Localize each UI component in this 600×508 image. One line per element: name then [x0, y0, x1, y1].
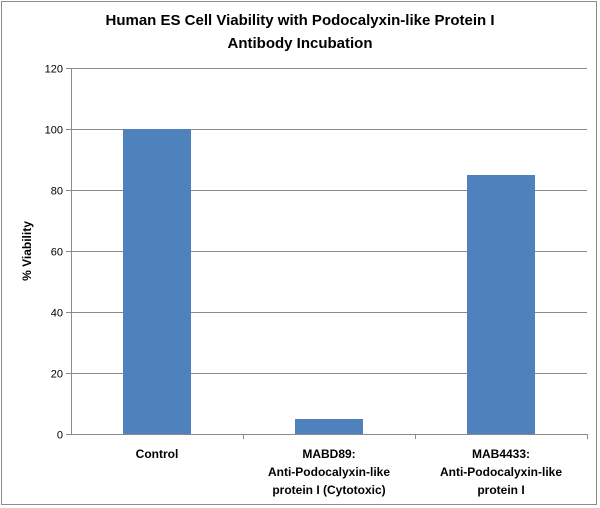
y-tick-label: 80: [51, 186, 63, 198]
category-label-line: protein I (Cytotoxic): [272, 483, 385, 497]
chart-title-line-1: Human ES Cell Viability with Podocalyxin…: [106, 12, 495, 29]
y-tick-label: 100: [45, 125, 63, 137]
category-label-line: Control: [136, 447, 179, 461]
y-tick-label: 20: [51, 369, 63, 381]
y-tick-label: 40: [51, 308, 63, 320]
bar-2: [467, 174, 535, 434]
bar-1: [295, 418, 363, 434]
category-label-1: MABD89: Anti-Podocalyxin-like protein I (C…: [268, 447, 390, 497]
category-label-0: Control: [136, 447, 179, 461]
y-tick-label: 120: [45, 64, 63, 76]
y-tick-labels: 0 20 40 60 80 100 120: [45, 64, 71, 442]
y-axis-label: % Viability: [20, 221, 34, 281]
category-label-line: MABD89:: [302, 447, 355, 461]
chart-title-line-2: Antibody Incubation: [228, 35, 373, 52]
category-label-line: MAB4433:: [472, 447, 530, 461]
bar-0: [123, 129, 191, 434]
y-tick-label: 0: [57, 430, 63, 442]
bars: [123, 129, 535, 434]
y-tick-label: 60: [51, 247, 63, 259]
category-label-line: protein I: [477, 483, 524, 497]
category-label-2: MAB4433: Anti-Podocalyxin-like protein I: [440, 447, 562, 497]
category-label-line: Anti-Podocalyxin-like: [440, 465, 562, 479]
chart-title: Human ES Cell Viability with Podocalyxin…: [106, 12, 495, 52]
category-label-line: Anti-Podocalyxin-like: [268, 465, 390, 479]
x-category-labels: Control MABD89: Anti-Podocalyxin-like prote…: [136, 434, 588, 497]
